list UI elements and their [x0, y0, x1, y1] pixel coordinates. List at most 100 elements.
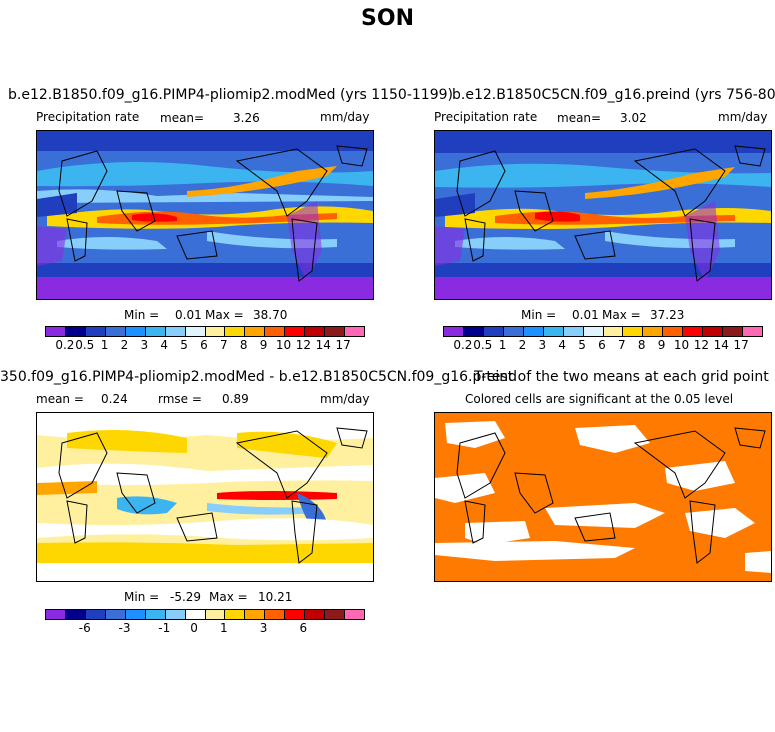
panel-title-difference: 350.f09_g16.PIMP4-pliomip2.modMed - b.e1… [0, 369, 518, 385]
colorbar-swatch [165, 610, 186, 619]
page-title: SON [361, 6, 414, 31]
mean-label: mean = [36, 392, 84, 406]
colorbar-swatch [643, 327, 664, 336]
colorbar-swatch [205, 327, 226, 336]
colorbar-tick-label: 0.5 [473, 338, 493, 352]
colorbar-swatch [583, 327, 604, 336]
colorbar-tick-label: 12 [295, 338, 312, 352]
panel-subtitle-ttest: Colored cells are significant at the 0.0… [465, 392, 734, 406]
colorbar-tick-label: 10 [673, 338, 690, 352]
colorbar-tick-label: 3 [259, 621, 268, 635]
colorbar-tick-label: 0.2 [55, 338, 75, 352]
colorbar-tick-label: 0.2 [453, 338, 473, 352]
colorbar-swatch [603, 327, 624, 336]
colorbar-tick-label: 6 [598, 338, 606, 352]
rmse-label: rmse = [158, 392, 202, 406]
colorbar-tick-label: 9 [657, 338, 666, 352]
max-value: 38.70 [253, 308, 288, 322]
colorbar-swatch [46, 610, 66, 619]
colorbar-swatch [305, 610, 326, 619]
panel-title-preind: b.e12.B1850C5CN.f09_g16.preind (yrs 756-… [452, 87, 775, 103]
colorbar-swatch [125, 327, 146, 336]
colorbar-swatch [205, 610, 226, 619]
colorbar-tick-label: 4 [160, 338, 169, 352]
min-label: Min = [124, 590, 160, 604]
colorbar-swatch [325, 327, 346, 336]
colorbar-swatch [65, 610, 86, 619]
colorbar-swatch [85, 610, 106, 619]
colorbar-swatch [145, 327, 166, 336]
colorbar-swatch [563, 327, 584, 336]
min-label: Min = [124, 308, 160, 322]
colorbar-swatch [285, 327, 306, 336]
colorbar-tick-label: 2 [120, 338, 129, 352]
colorbar-swatch [265, 327, 286, 336]
colorbar-swatch [125, 610, 146, 619]
colorbar-swatch [345, 610, 364, 619]
colorbar-swatch [65, 327, 86, 336]
colorbar-tick-label: 1 [220, 621, 228, 635]
colorbar-swatch [85, 327, 106, 336]
max-value: 10.21 [258, 590, 293, 604]
colorbar-tick-label: 7 [220, 338, 228, 352]
max-value: 37.23 [650, 308, 685, 322]
colorbar-swatch [325, 610, 346, 619]
mean-label: mean= [557, 111, 602, 125]
colorbar-swatch [723, 327, 744, 336]
colorbar-ticks-difference: -6 -3 -1 0 1 3 6 [45, 621, 363, 635]
mean-value: 0.24 [101, 392, 128, 406]
colorbar-tick-label: 14 [713, 338, 729, 352]
colorbar-tick-label: -6 [78, 621, 91, 635]
colorbar-tick-label: 7 [618, 338, 626, 352]
colorbar-tick-label: 10 [275, 338, 292, 352]
colorbar-swatch [503, 327, 524, 336]
colorbar-tick-label: 6 [299, 621, 308, 635]
variable-label: Precipitation rate [36, 110, 140, 124]
mean-value: 3.26 [233, 111, 260, 125]
colorbar-tick-label: 12 [693, 338, 710, 352]
colorbar-tick-label: 6 [200, 338, 208, 352]
map-pliomip-precip [36, 130, 374, 300]
colorbar-swatch [245, 610, 266, 619]
rmse-value: 0.89 [222, 392, 249, 406]
units-label: mm/day [320, 392, 370, 406]
colorbar-swatch [46, 327, 66, 336]
units-label: mm/day [320, 110, 370, 124]
colorbar-swatch [145, 610, 166, 619]
colorbar-swatch [225, 610, 246, 619]
colorbar-swatch [225, 327, 246, 336]
colorbar-swatch [623, 327, 644, 336]
colorbar-tick-label: 3 [140, 338, 149, 352]
colorbar-swatch [743, 327, 762, 336]
colorbar-precip-right [443, 326, 763, 337]
colorbar-difference [45, 609, 365, 620]
colorbar-tick-label: 8 [239, 338, 248, 352]
max-label: Max = [209, 590, 248, 604]
colorbar-swatch [663, 327, 684, 336]
colorbar-swatch [305, 327, 326, 336]
colorbar-ticks-precip-left: 0.2 0.5 1 2 3 4 5 6 7 8 9 10 12 14 17 [45, 338, 363, 352]
min-value: 0.01 [175, 308, 202, 322]
max-label: Max = [205, 308, 244, 322]
colorbar-tick-label: 0.5 [75, 338, 95, 352]
colorbar-swatch [345, 327, 364, 336]
map-difference [36, 412, 374, 582]
panel-title-ttest: T-test of the two means at each grid poi… [474, 369, 769, 385]
colorbar-tick-label: 2 [518, 338, 527, 352]
colorbar-precip-left [45, 326, 365, 337]
colorbar-tick-label: 17 [335, 338, 351, 352]
colorbar-tick-label: 5 [180, 338, 188, 352]
colorbar-swatch [165, 327, 186, 336]
mean-label: mean= [160, 111, 205, 125]
panel-title-pliomip: b.e12.B1850.f09_g16.PIMP4-pliomip2.modMe… [8, 87, 453, 103]
colorbar-swatch [185, 610, 206, 619]
colorbar-swatch [463, 327, 484, 336]
map-preind-precip [434, 130, 772, 300]
colorbar-swatch [543, 327, 564, 336]
colorbar-swatch [105, 327, 126, 336]
colorbar-swatch [185, 327, 206, 336]
colorbar-tick-label: 3 [538, 338, 547, 352]
colorbar-swatch [483, 327, 504, 336]
colorbar-swatch [285, 610, 306, 619]
colorbar-tick-label: 1 [100, 338, 109, 352]
